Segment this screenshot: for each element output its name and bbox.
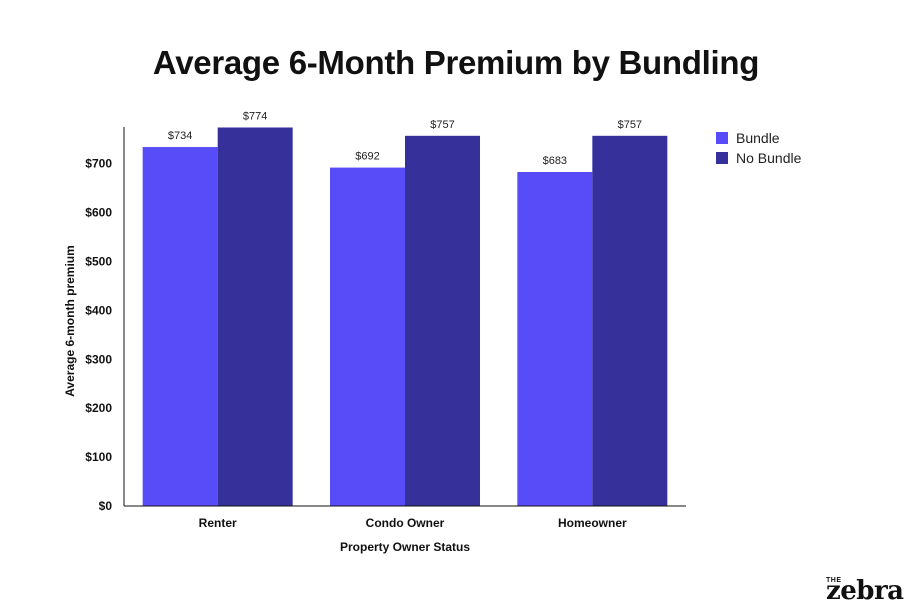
legend-item-bundle: Bundle xyxy=(716,128,801,148)
bar-no-bundle-homeowner xyxy=(592,135,668,506)
bar-no-bundle-condo-owner xyxy=(405,135,480,506)
legend-item-no-bundle: No Bundle xyxy=(716,148,801,168)
y-tick-label: $600 xyxy=(85,206,112,220)
x-tick-label: Condo Owner xyxy=(366,516,445,530)
bar-no-bundle-renter xyxy=(217,127,293,507)
y-tick-label: $0 xyxy=(99,499,113,513)
legend-swatch-no-bundle xyxy=(716,152,728,164)
x-tick-label: Renter xyxy=(199,516,237,530)
data-label: $692 xyxy=(355,151,379,163)
legend-label-no-bundle: No Bundle xyxy=(736,150,802,166)
data-label: $774 xyxy=(243,110,267,122)
bar-bundle-homeowner xyxy=(517,171,593,506)
bar-bundle-condo-owner xyxy=(330,167,405,507)
data-label: $757 xyxy=(430,119,454,131)
logo-the: THE xyxy=(826,577,842,584)
data-label: $757 xyxy=(618,119,642,131)
y-tick-label: $700 xyxy=(85,157,112,171)
y-tick-label: $400 xyxy=(85,303,112,317)
x-axis-label: Property Owner Status xyxy=(339,540,471,554)
data-label: $683 xyxy=(543,155,567,167)
y-tick-label: $200 xyxy=(85,401,112,415)
legend: Bundle No Bundle xyxy=(716,128,801,168)
y-tick-label: $500 xyxy=(85,254,112,268)
legend-swatch-bundle xyxy=(716,132,728,144)
x-tick-label: Homeowner xyxy=(558,516,627,530)
zebra-logo: THE zebra xyxy=(826,576,904,606)
logo-zebra: zebra xyxy=(826,576,904,606)
bar-bundle-renter xyxy=(142,147,218,506)
y-tick-label: $100 xyxy=(85,450,112,464)
data-label: $734 xyxy=(168,130,192,142)
chart-title: Average 6-Month Premium by Bundling xyxy=(152,44,760,81)
y-tick-label: $300 xyxy=(85,352,112,366)
legend-label-bundle: Bundle xyxy=(736,130,780,146)
y-axis-label: Average 6-month premium xyxy=(63,245,77,397)
